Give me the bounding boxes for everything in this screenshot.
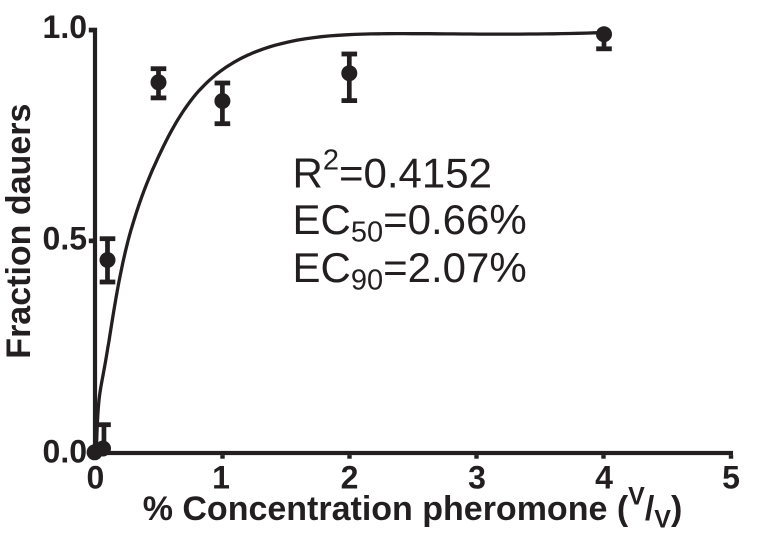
svg-text:EC90=2.07%: EC90=2.07% — [293, 244, 527, 297]
svg-text:R2=0.4152: R2=0.4152 — [293, 145, 492, 197]
svg-text:0.5: 0.5 — [43, 221, 87, 257]
svg-text:4: 4 — [595, 460, 613, 496]
svg-text:3: 3 — [468, 460, 486, 496]
svg-text:EC50=0.66%: EC50=0.66% — [293, 196, 527, 249]
svg-text:2: 2 — [341, 460, 359, 496]
svg-text:1: 1 — [212, 460, 230, 496]
svg-text:1.0: 1.0 — [43, 9, 87, 45]
svg-text:Fraction dauers: Fraction dauers — [0, 104, 38, 359]
svg-text:% Concentration pheromone (V/V: % Concentration pheromone (V/V) — [143, 482, 683, 533]
svg-text:5: 5 — [722, 460, 740, 496]
svg-text:0: 0 — [87, 460, 105, 496]
svg-text:0.0: 0.0 — [43, 434, 87, 470]
